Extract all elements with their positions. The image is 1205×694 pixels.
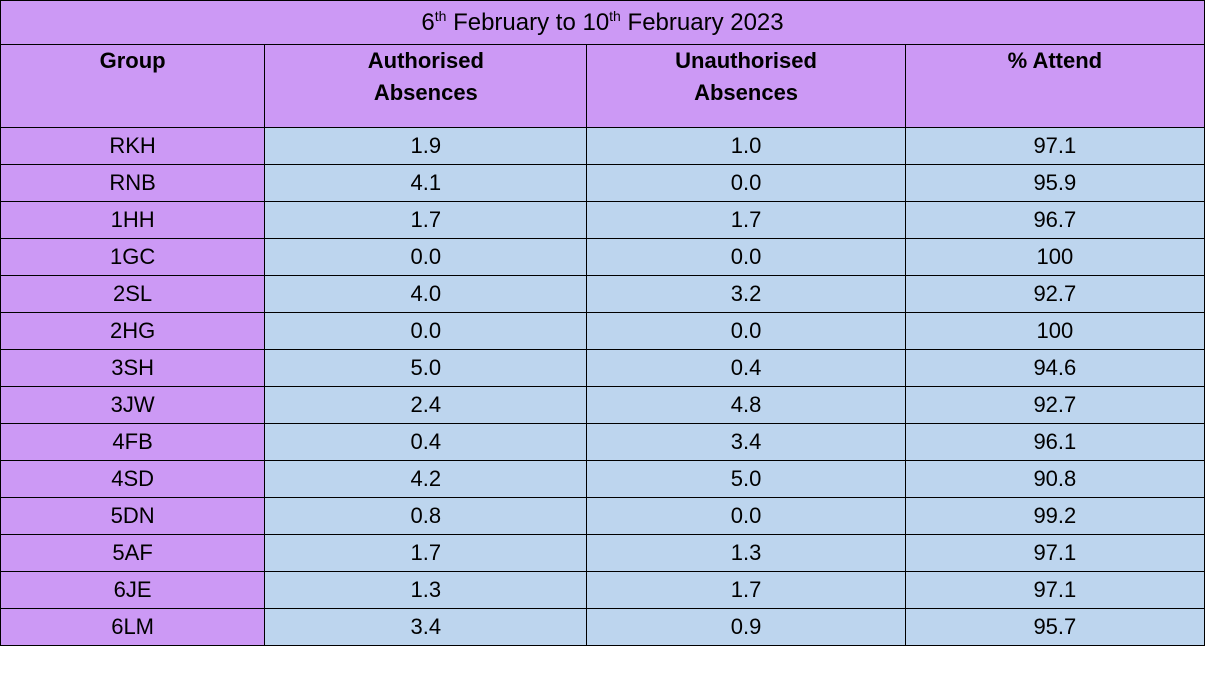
table-row: 6JE 1.3 1.7 97.1	[0, 571, 1205, 609]
cell-group: 5AF	[0, 534, 266, 572]
cell-group: 1HH	[0, 201, 266, 239]
title-suffix2: th	[609, 7, 621, 24]
cell-authorised: 1.3	[264, 571, 588, 609]
header-attend: % Attend	[904, 44, 1205, 128]
cell-authorised: 0.0	[264, 238, 588, 276]
table-row: 6LM 3.4 0.9 95.7	[0, 608, 1205, 646]
cell-unauthorised: 0.0	[586, 164, 906, 202]
cell-unauthorised: 1.7	[586, 201, 906, 239]
cell-group: 4FB	[0, 423, 266, 461]
cell-group: 6JE	[0, 571, 266, 609]
cell-authorised: 2.4	[264, 386, 588, 424]
table-row: 3SH 5.0 0.4 94.6	[0, 349, 1205, 387]
cell-unauthorised: 3.2	[586, 275, 906, 313]
cell-unauthorised: 1.3	[586, 534, 906, 572]
cell-group: 6LM	[0, 608, 266, 646]
table-row: 2SL 4.0 3.2 92.7	[0, 275, 1205, 313]
cell-unauthorised: 3.4	[586, 423, 906, 461]
cell-authorised: 0.8	[264, 497, 588, 535]
cell-group: 1GC	[0, 238, 266, 276]
cell-attend: 95.7	[904, 608, 1205, 646]
cell-authorised: 4.2	[264, 460, 588, 498]
cell-authorised: 4.0	[264, 275, 588, 313]
table-title: 6th February to 10th February 2023	[0, 0, 1205, 45]
cell-group: RKH	[0, 127, 266, 165]
cell-attend: 100	[904, 238, 1205, 276]
cell-attend: 97.1	[904, 127, 1205, 165]
cell-authorised: 1.7	[264, 534, 588, 572]
header-authorised-line2: Absences	[373, 80, 478, 105]
cell-authorised: 1.9	[264, 127, 588, 165]
header-authorised: Authorised Absences	[264, 44, 588, 128]
cell-group: 4SD	[0, 460, 266, 498]
table-row: 1HH 1.7 1.7 96.7	[0, 201, 1205, 239]
cell-unauthorised: 0.9	[586, 608, 906, 646]
cell-attend: 94.6	[904, 349, 1205, 387]
table-row: 2HG 0.0 0.0 100	[0, 312, 1205, 350]
cell-group: 2HG	[0, 312, 266, 350]
table-row: 5AF 1.7 1.3 97.1	[0, 534, 1205, 572]
cell-attend: 96.7	[904, 201, 1205, 239]
cell-attend: 97.1	[904, 534, 1205, 572]
title-day2: 10	[582, 8, 610, 36]
cell-attend: 95.9	[904, 164, 1205, 202]
cell-unauthorised: 4.8	[586, 386, 906, 424]
cell-attend: 97.1	[904, 571, 1205, 609]
table-body: RKH 1.9 1.0 97.1 RNB 4.1 0.0 95.9 1HH 1.7 1.7 96.7 1…	[0, 127, 1205, 646]
table-row: 1GC 0.0 0.0 100	[0, 238, 1205, 276]
table-row: RNB 4.1 0.0 95.9	[0, 164, 1205, 202]
table-row: RKH 1.9 1.0 97.1	[0, 127, 1205, 165]
cell-attend: 90.8	[904, 460, 1205, 498]
cell-unauthorised: 0.4	[586, 349, 906, 387]
header-unauthorised: Unauthorised Absences	[586, 44, 906, 128]
table-row: 3JW 2.4 4.8 92.7	[0, 386, 1205, 424]
cell-unauthorised: 0.0	[586, 312, 906, 350]
header-attend-label: % Attend	[1007, 48, 1103, 73]
table-row: 4SD 4.2 5.0 90.8	[0, 460, 1205, 498]
title-end: February 2023	[620, 8, 784, 36]
cell-attend: 99.2	[904, 497, 1205, 535]
title-mid: February to	[446, 8, 583, 36]
cell-attend: 92.7	[904, 386, 1205, 424]
table-row: 5DN 0.8 0.0 99.2	[0, 497, 1205, 535]
cell-authorised: 0.0	[264, 312, 588, 350]
cell-group: 2SL	[0, 275, 266, 313]
header-unauthorised-line2: Absences	[694, 80, 799, 105]
cell-unauthorised: 1.7	[586, 571, 906, 609]
cell-group: 5DN	[0, 497, 266, 535]
title-day1: 6	[421, 8, 435, 36]
header-authorised-line1: Authorised	[367, 48, 484, 73]
cell-attend: 92.7	[904, 275, 1205, 313]
cell-attend: 96.1	[904, 423, 1205, 461]
table-row: 4FB 0.4 3.4 96.1	[0, 423, 1205, 461]
cell-unauthorised: 0.0	[586, 238, 906, 276]
cell-authorised: 5.0	[264, 349, 588, 387]
cell-authorised: 1.7	[264, 201, 588, 239]
title-suffix1: th	[434, 7, 447, 24]
cell-unauthorised: 5.0	[586, 460, 906, 498]
cell-group: 3JW	[0, 386, 266, 424]
header-group-label: Group	[99, 48, 166, 73]
cell-unauthorised: 1.0	[586, 127, 906, 165]
cell-attend: 100	[904, 312, 1205, 350]
header-group: Group	[0, 44, 266, 128]
cell-unauthorised: 0.0	[586, 497, 906, 535]
cell-group: 3SH	[0, 349, 266, 387]
attendance-table: 6th February to 10th February 2023 Group…	[0, 0, 1205, 646]
header-unauthorised-line1: Unauthorised	[675, 48, 817, 73]
cell-authorised: 3.4	[264, 608, 588, 646]
cell-authorised: 4.1	[264, 164, 588, 202]
cell-group: RNB	[0, 164, 266, 202]
cell-authorised: 0.4	[264, 423, 588, 461]
